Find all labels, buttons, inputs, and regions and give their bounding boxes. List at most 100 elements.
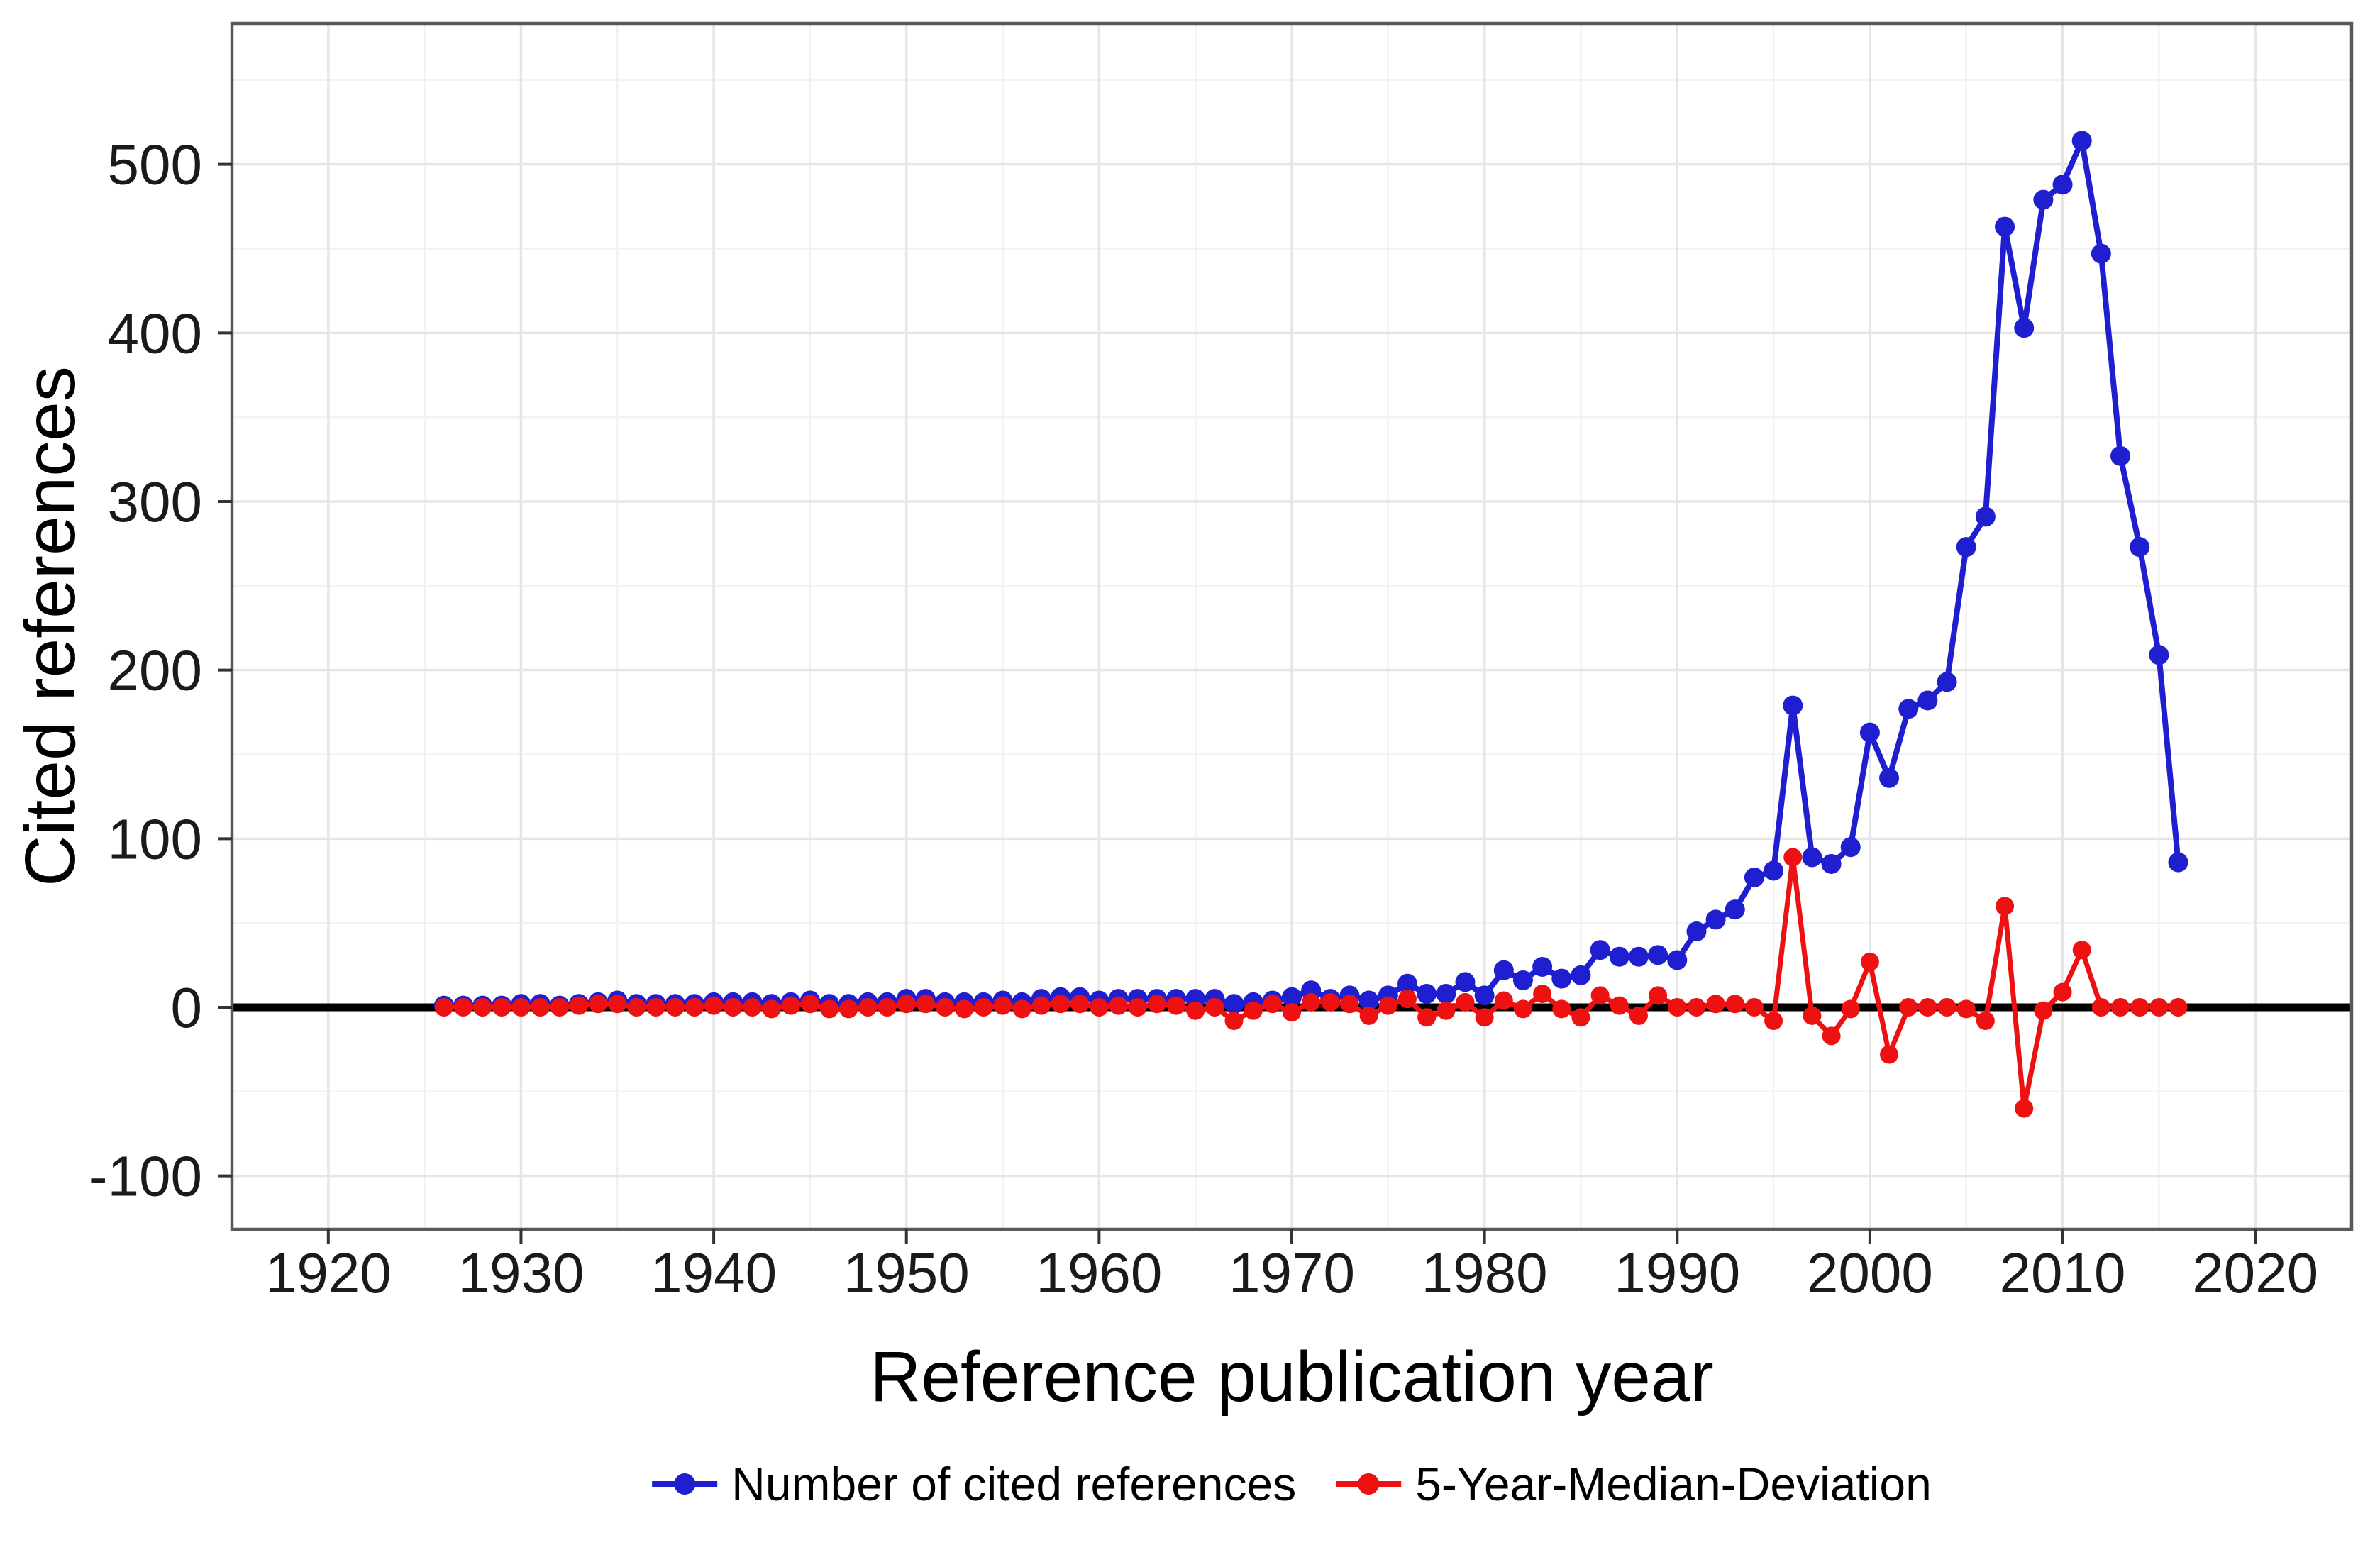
- data-point: [936, 997, 955, 1017]
- x-tick-label: 1940: [651, 1241, 777, 1305]
- data-point: [569, 996, 588, 1015]
- data-point: [646, 997, 665, 1017]
- data-point: [550, 997, 569, 1017]
- data-point: [743, 997, 762, 1017]
- y-tick-label: 400: [108, 301, 202, 365]
- data-point: [1031, 996, 1051, 1015]
- data-point: [1552, 999, 1571, 1019]
- data-point: [1436, 983, 1456, 1004]
- series-median-deviation: [434, 848, 2188, 1118]
- data-point: [685, 997, 704, 1017]
- data-point: [1437, 1001, 1456, 1020]
- data-point: [1147, 995, 1166, 1014]
- data-point: [955, 999, 974, 1019]
- data-point: [1282, 987, 1302, 1007]
- data-point: [1996, 897, 2015, 916]
- data-point: [781, 996, 800, 1015]
- data-point: [531, 997, 550, 1017]
- data-point: [1956, 537, 1976, 558]
- data-point: [1417, 983, 1437, 1004]
- data-point: [1012, 999, 1031, 1019]
- x-tick-label: 2000: [1807, 1241, 1933, 1305]
- data-point: [1263, 995, 1282, 1014]
- data-point: [916, 995, 935, 1014]
- data-point: [1571, 1008, 1590, 1027]
- data-point: [1358, 990, 1379, 1011]
- data-point: [2168, 852, 2188, 873]
- data-point: [1167, 996, 1186, 1015]
- data-point: [2052, 175, 2073, 195]
- data-point: [1918, 997, 1937, 1017]
- data-point: [1590, 986, 1610, 1005]
- data-point: [1224, 1012, 1244, 1031]
- data-point: [1456, 992, 1475, 1012]
- data-point: [1995, 216, 2015, 237]
- data-point: [1186, 1001, 1205, 1020]
- data-point: [2130, 997, 2149, 1017]
- data-point: [1783, 695, 1803, 716]
- data-point: [1744, 997, 1764, 1017]
- data-point: [1937, 997, 1956, 1017]
- data-point: [1551, 968, 1572, 989]
- data-point: [627, 997, 646, 1017]
- data-point: [1859, 722, 1880, 743]
- data-point: [1493, 960, 1514, 980]
- data-point: [1898, 699, 1919, 719]
- data-point: [724, 997, 743, 1017]
- x-tick-label: 1950: [843, 1241, 970, 1305]
- data-point: [2149, 997, 2169, 1017]
- data-point: [974, 997, 993, 1017]
- data-point: [1880, 1045, 1899, 1064]
- data-point: [1205, 997, 1224, 1017]
- x-tick-label: 1930: [458, 1241, 584, 1305]
- data-point: [2033, 189, 2054, 210]
- data-point: [993, 996, 1012, 1015]
- data-point: [453, 997, 472, 1017]
- data-point: [1609, 946, 1629, 967]
- data-point: [1668, 997, 1687, 1017]
- data-point: [2149, 645, 2169, 665]
- data-point: [1917, 690, 1938, 711]
- data-point: [1705, 909, 1726, 930]
- data-point: [1841, 999, 1860, 1019]
- x-tick-label: 2020: [2192, 1241, 2318, 1305]
- data-point: [1090, 997, 1109, 1017]
- data-point: [1976, 1012, 1995, 1031]
- data-point: [1109, 996, 1128, 1015]
- data-point: [1283, 1003, 1301, 1022]
- y-tick-label: -100: [89, 1145, 202, 1208]
- legend-key-dot: [674, 1473, 696, 1495]
- data-point: [1744, 867, 1764, 887]
- data-point: [1706, 995, 1725, 1014]
- data-point: [800, 995, 819, 1014]
- data-point: [1610, 996, 1629, 1015]
- data-point: [1513, 999, 1532, 1019]
- legend-key-dot: [1358, 1473, 1380, 1495]
- data-point: [1417, 1008, 1437, 1027]
- data-point: [2071, 131, 2092, 151]
- x-tick-label: 1920: [265, 1241, 392, 1305]
- x-tick-label: 2010: [2000, 1241, 2126, 1305]
- data-point: [1803, 1006, 1822, 1025]
- data-point: [1821, 853, 1842, 874]
- data-point: [1359, 1006, 1378, 1025]
- data-point: [1051, 995, 1070, 1014]
- y-axis-title: Cited references: [11, 366, 90, 887]
- data-point: [1397, 990, 1417, 1009]
- data-point: [1725, 899, 1745, 920]
- data-point: [1628, 946, 1649, 967]
- x-tick-label: 1990: [1614, 1241, 1740, 1305]
- data-point: [1571, 965, 1591, 985]
- data-point: [1340, 995, 1359, 1014]
- data-point: [1764, 1012, 1783, 1031]
- y-tick-label: 300: [108, 470, 202, 533]
- data-series-layer: [433, 131, 2188, 1118]
- data-point: [2014, 318, 2035, 338]
- data-point: [1224, 994, 1244, 1014]
- data-point: [1764, 860, 1784, 881]
- data-point: [1822, 1026, 1841, 1046]
- data-point: [1533, 984, 1552, 1003]
- data-point: [1648, 945, 1668, 965]
- axes-layer: 1920 1930 1940 1950 1960 1970 1980 1990 2000 2010…: [89, 21, 2354, 1305]
